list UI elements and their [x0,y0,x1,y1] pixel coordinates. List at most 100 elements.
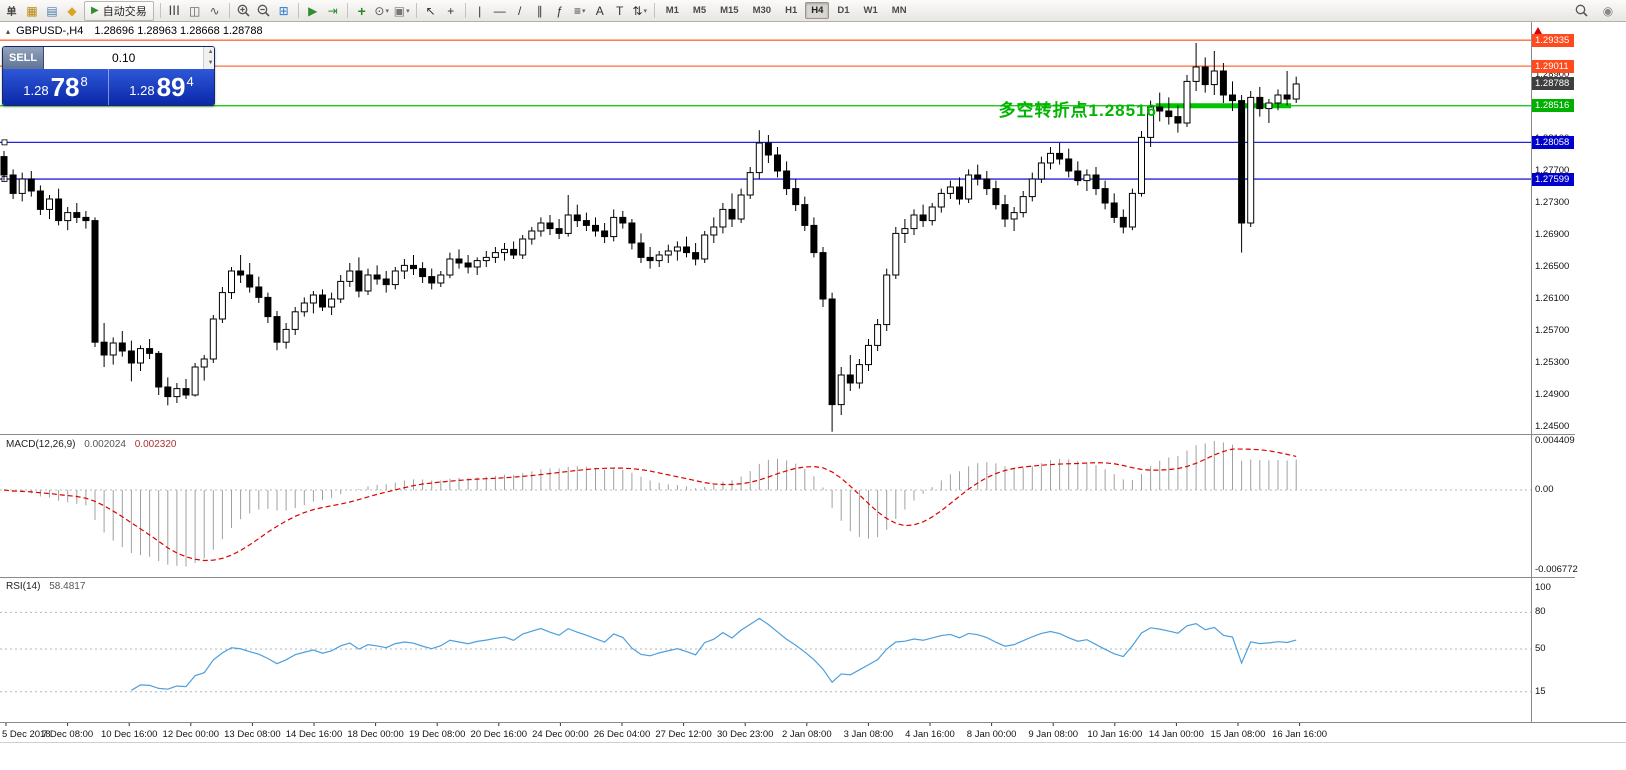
auto-scroll-icon[interactable]: ▶ [308,3,318,18]
chart-collapse-icon[interactable]: ▴ [6,27,11,36]
zoom-out-icon[interactable] [255,2,273,20]
timeframe-d1[interactable]: D1 [837,5,850,16]
price-badge-pivot-green: 1.28516 [1532,99,1574,113]
timeframe-toolbar: M1 M5 M15 M30 H1 H4 D1 W1 MN [659,2,914,19]
community-icon[interactable]: ◉ [1602,3,1614,18]
macd-scale-label: -0.006772 [1535,564,1578,575]
sell-price-base: 1.28 [23,83,49,98]
lot-increase-button[interactable]: ▲ [204,47,214,58]
indicators-icon[interactable]: + [357,2,366,19]
lot-size-input[interactable] [44,50,204,66]
panel-divider-rsi[interactable] [0,577,1575,578]
timeframe-m1[interactable]: M1 [665,5,679,16]
time-axis-label: 26 Dec 04:00 [594,729,651,740]
price-scale-label: 1.24500 [1535,421,1570,432]
time-axis-label: 13 Dec 08:00 [224,729,281,740]
toolbar: 单 ▦ ▤ ◆ ▶ 自动交易 ||| ◫ ∿ ⊞ ▶ ⇥ + ⊙ ▾ ▣ ▾ ↖ + | — / ∥ ƒ ≡ ▾ A T ⇅ ▾ M1 M5 M… [0,0,1626,22]
new-order-button[interactable]: 单 [6,7,18,18]
scale-alert-marker [1534,27,1542,34]
profiles-icon[interactable]: ▤ [46,3,58,18]
candles [0,43,1300,432]
price-scale-label: 1.27700 [1535,165,1570,176]
price-scale-label: 1.26100 [1535,293,1570,304]
timeframe-w1[interactable]: W1 [863,5,878,16]
rsi-label: RSI(14) 58.4817 [6,581,85,592]
timeframe-m30[interactable]: M30 [752,5,772,16]
crosshair-icon[interactable]: + [447,3,455,18]
tile-windows-icon[interactable]: ⊞ [278,3,289,18]
candlestick-chart-icon[interactable]: ◫ [189,3,201,18]
vertical-line-icon[interactable]: | [478,3,482,18]
time-axis-label: 10 Dec 16:00 [101,729,158,740]
price-scale-label: 1.25700 [1535,325,1570,336]
lot-spinner: ▲ ▼ [203,47,214,69]
time-axis-label: 24 Dec 00:00 [532,729,589,740]
time-axis[interactable] [0,722,1626,742]
price-badge-resistance-upper: 1.29335 [1532,33,1574,47]
timeframe-h1[interactable]: H1 [785,5,798,16]
chart-symbol-period: GBPUSD-,H4 [16,25,84,37]
window-bottom-area [0,742,1626,770]
rsi-line [131,617,1297,691]
chart-shift-icon[interactable]: ⇥ [327,3,338,18]
fibonacci-icon[interactable]: ƒ [556,3,564,18]
line-chart-icon[interactable]: ∿ [209,3,220,18]
periods-icon[interactable]: ⊙ ▾ [374,3,389,18]
line-handle[interactable] [1,139,8,146]
panel-divider-macd[interactable] [0,434,1575,435]
time-axis-label: 10 Jan 16:00 [1087,729,1142,740]
price-scale-label: 1.27300 [1535,197,1570,208]
time-axis-label: 7 Dec 08:00 [42,729,93,740]
arrows-icon[interactable]: ⇅ ▾ [632,3,647,18]
price-scale-label: 1.26900 [1535,229,1570,240]
toolbar-separator [228,3,230,18]
timeframe-m5[interactable]: M5 [692,5,707,16]
rsi-panel[interactable] [0,577,1531,722]
text-label-icon[interactable]: T [616,3,624,18]
pivot-annotation[interactable]: 多空转折点1.28516 [998,101,1157,120]
sell-price-display[interactable]: 1.28 78 8 [3,69,108,105]
price-chart-canvas[interactable] [0,22,1531,434]
sell-button[interactable]: SELL [3,47,44,69]
equidistant-channel-icon[interactable]: ∥ [536,3,543,18]
time-axis-label: 5 Dec 2018 [2,729,51,740]
horizontal-line-icon[interactable]: — [493,3,506,18]
timeframe-h4[interactable]: H4 [805,2,830,19]
cursor-icon[interactable]: ↖ [425,3,436,18]
bar-chart-icon[interactable]: ||| [169,5,181,16]
new-chart-icon[interactable]: ▦ [26,3,38,18]
macd-histogram [12,441,1297,567]
toolbar-separator [297,3,299,18]
text-icon[interactable]: A [595,3,604,18]
price-badge-support-upper: 1.28058 [1532,135,1574,149]
toolbar-separator [346,3,348,18]
templates-icon[interactable]: ▣ ▾ [393,3,410,18]
lot-decrease-button[interactable]: ▼ [204,58,214,69]
macd-panel[interactable] [0,434,1531,577]
toolbar-right-icons: ◉ [1572,2,1618,20]
trendline-icon[interactable]: / [518,3,522,18]
time-axis-label: 2 Jan 08:00 [782,729,832,740]
price-scale[interactable] [1531,22,1575,742]
time-axis-label: 8 Jan 00:00 [967,729,1017,740]
macd-scale-label: 0.00 [1535,484,1554,495]
chart-ohlc: 1.28696 1.28963 1.28668 1.28788 [94,25,263,37]
chart-workspace[interactable]: ▴ GBPUSD-,H4 1.28696 1.28963 1.28668 1.2… [0,22,1626,770]
price-badge-support-lower: 1.27599 [1532,172,1574,186]
search-icon[interactable] [1573,2,1591,20]
time-axis-label: 16 Jan 16:00 [1272,729,1327,740]
autotrading-button[interactable]: ▶ 自动交易 [84,0,154,21]
timeframe-m15[interactable]: M15 [720,5,739,16]
mql-editor-icon[interactable]: ◆ [67,3,77,18]
rsi-scale-label: 80 [1535,606,1546,618]
shapes-icon[interactable]: ≡ ▾ [573,3,586,18]
buy-price-display[interactable]: 1.28 89 4 [109,69,214,105]
time-axis-label: 14 Dec 16:00 [286,729,343,740]
macd-signal-line [3,448,1297,562]
time-axis-label: 14 Jan 00:00 [1149,729,1204,740]
time-axis-label: 20 Dec 16:00 [471,729,528,740]
timeframe-mn[interactable]: MN [891,5,907,16]
rsi-scale-label: 100 [1535,582,1551,593]
zoom-in-icon[interactable] [235,2,253,20]
